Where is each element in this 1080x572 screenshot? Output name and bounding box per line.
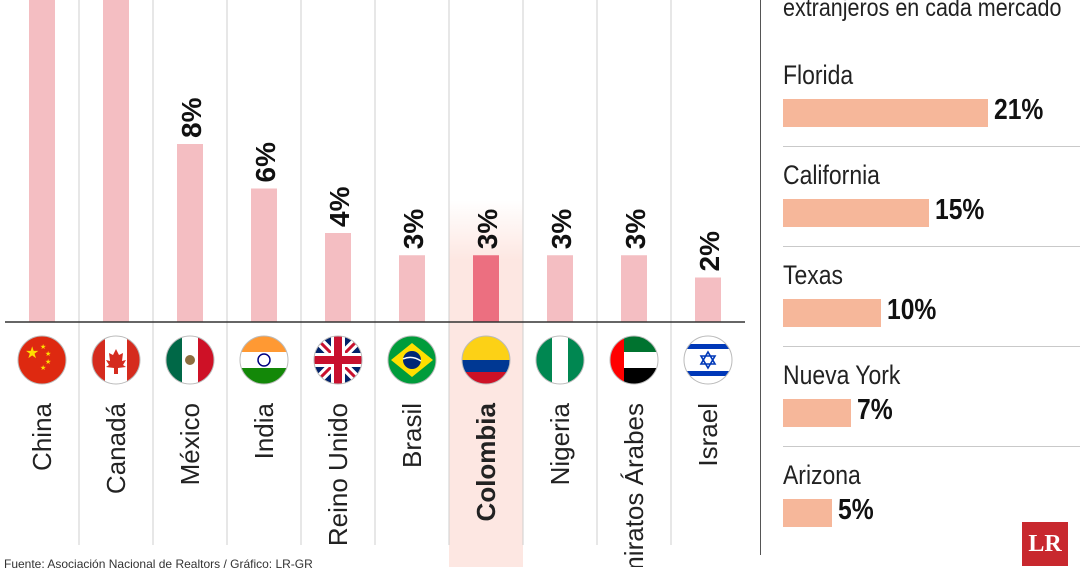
- category-label-canada: Canadá: [101, 402, 131, 494]
- state-value-nueva-york: 7%: [857, 394, 893, 426]
- state-label-california: California: [783, 160, 880, 190]
- india-flag-icon: [240, 336, 288, 384]
- state-bar-nueva-york: [783, 399, 852, 427]
- state-bar-california: [783, 199, 930, 227]
- svg-text:★: ★: [45, 358, 51, 366]
- state-value-california: 15%: [935, 194, 985, 226]
- panel-divider: [760, 0, 761, 555]
- value-label-colombia: 3%: [472, 209, 503, 250]
- state-bar-texas: [783, 299, 881, 327]
- category-label-mexico: México: [175, 403, 205, 485]
- state-value-arizona: 5%: [837, 494, 874, 526]
- state-label-arizona: Arizona: [783, 460, 861, 490]
- state-item-florida: Florida 21%: [783, 60, 1080, 150]
- state-bar-florida: [783, 99, 988, 127]
- state-value-florida: 21%: [993, 94, 1044, 126]
- nigeria-flag-icon: [536, 336, 584, 384]
- category-label-reino-unido: Reino Unido: [323, 403, 353, 546]
- bar-colombia: [473, 255, 499, 322]
- category-label-nigeria: Nigeria: [545, 402, 575, 485]
- brazil-flag-icon: [388, 336, 436, 384]
- bar-emiratos-arabes: [621, 255, 647, 322]
- state-value-texas: 10%: [886, 294, 936, 326]
- category-label-brasil: Brasil: [397, 403, 427, 468]
- state-item-arizona: Arizona 5%: [783, 460, 1080, 550]
- bar-mexico: [177, 144, 203, 322]
- value-label-israel: 2%: [694, 231, 725, 272]
- category-label-emiratos-arabes: Emiratos Árabes: [619, 403, 649, 567]
- state-chart: extranjeros en cada mercado Florida 21% Ca…: [761, 0, 1080, 567]
- country-chart: China Canadá 8% México 6% India 4% Reino Unido 3…: [5, 0, 745, 572]
- value-label-reino-unido: 4%: [324, 186, 355, 227]
- bar-brasil: [399, 255, 425, 322]
- bar-india: [251, 188, 277, 322]
- svg-text:★: ★: [40, 343, 46, 351]
- uk-flag-icon: [314, 336, 362, 384]
- lr-logo: LR: [1022, 522, 1068, 566]
- bar-china: [29, 0, 55, 322]
- category-label-colombia: Colombia: [471, 402, 501, 521]
- state-item-nueva-york: Nueva York 7%: [783, 360, 1080, 450]
- svg-text:★: ★: [40, 364, 46, 372]
- state-separator: [783, 446, 1080, 447]
- state-bar-arizona: [783, 499, 832, 527]
- state-item-texas: Texas 10%: [783, 260, 1080, 350]
- value-label-emiratos-arabes: 3%: [620, 209, 651, 250]
- category-label-china: China: [27, 402, 57, 470]
- state-separator: [783, 346, 1080, 347]
- mexico-flag-icon: [166, 336, 214, 384]
- country-bar-chart: China Canadá 8% México 6% India 4% Reino Unido 3…: [5, 0, 745, 572]
- state-separator: [783, 146, 1080, 147]
- source-note: Fuente: Asociación Nacional de Realtors …: [4, 557, 313, 571]
- state-label-texas: Texas: [783, 260, 843, 290]
- state-separator: [783, 246, 1080, 247]
- category-label-israel: Israel: [693, 403, 723, 467]
- china-flag-icon: ★ ★ ★ ★ ★: [18, 336, 66, 384]
- svg-text:★: ★: [25, 345, 39, 362]
- state-label-florida: Florida: [783, 60, 854, 90]
- state-label-nueva-york: Nueva York: [783, 360, 901, 390]
- bar-canada: [103, 0, 129, 322]
- svg-text:★: ★: [45, 350, 51, 358]
- bar-nigeria: [547, 255, 573, 322]
- value-label-india: 6%: [250, 142, 281, 183]
- value-label-nigeria: 3%: [546, 209, 577, 250]
- bar-reino-unido: [325, 233, 351, 322]
- value-label-brasil: 3%: [398, 209, 429, 250]
- value-label-mexico: 8%: [176, 97, 207, 138]
- bar-israel: [695, 277, 721, 322]
- state-chart-title: extranjeros en cada mercado: [783, 0, 1062, 22]
- state-item-california: California 15%: [783, 160, 1080, 250]
- israel-flag-icon: [684, 336, 732, 384]
- category-label-india: India: [249, 402, 279, 459]
